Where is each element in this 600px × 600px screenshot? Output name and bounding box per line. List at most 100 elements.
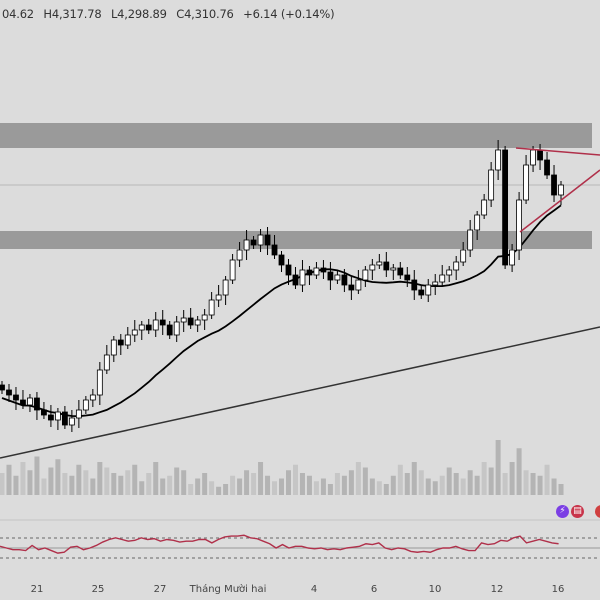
x-axis-label: 27 [153,584,167,595]
candle-up [530,149,536,166]
candle-down [166,324,173,336]
volume-bar [258,462,264,495]
candle-up [439,274,446,283]
volume-bar [69,475,75,495]
candle-up [523,164,529,201]
x-axis-label: 12 [490,584,504,595]
resistance-zone [0,123,592,148]
candle-down [397,267,404,276]
volume-bar [348,470,354,495]
volume-bar [313,481,319,495]
candle-down [404,274,411,281]
candle-up [96,369,103,396]
candle-down [145,324,152,331]
candle-up [194,319,201,326]
candle-down [502,149,509,266]
volume-bar [188,484,194,495]
x-axis-label: 4 [310,584,318,595]
low-value: L4,298.89 [110,7,167,21]
candle-up [376,261,383,266]
volume-bar [446,467,452,495]
triangle-lower-line [519,169,600,233]
oscillator-line [0,534,559,554]
volume-bar [34,456,40,495]
ohlc-readout: 04.62 H4,317.78 L4,298.89 C4,310.76 +6.1… [2,7,340,21]
candle-down [0,384,5,391]
candle-up [558,184,564,196]
volume-bar [181,470,187,495]
volume-bar [104,467,110,495]
volume-bar [425,478,431,495]
volume-bar [418,470,424,495]
candle-down [537,149,543,161]
candle-up [55,411,61,421]
high-value: H4,317.78 [43,7,102,21]
candle-down [418,289,425,296]
moving-average-line [1,204,562,418]
candle-down [320,267,327,273]
candle-down [250,239,257,246]
candle-down [187,317,194,326]
lightning-icon[interactable]: ⚡ [556,505,569,518]
volume-bar [376,481,382,495]
x-axis-label: 16 [551,584,565,595]
alert-icon[interactable] [595,505,600,518]
volume-bar [41,478,47,495]
candle-down [271,244,278,256]
candle-up [236,249,243,261]
volume-bar [516,448,522,495]
x-axis-label: Tháng Mười hai [189,584,267,595]
candle-up [425,284,432,296]
volume-bar [6,464,12,495]
candle-up [103,354,110,371]
candle-up [369,264,376,271]
candle-up [313,267,320,276]
candle-up [362,269,369,281]
volume-bar [292,464,298,495]
candle-up [355,279,362,291]
candle-up [474,214,481,231]
candle-down [285,264,292,276]
candle-up [138,324,145,331]
candle-down [411,279,418,291]
volume-bar [174,467,180,495]
candle-up [460,249,467,263]
candle-up [229,259,236,281]
change-value: +6.14 (+0.14%) [243,7,335,21]
x-axis-label: 10 [428,584,442,595]
candle-up [495,149,502,171]
volume-bar [502,473,508,495]
volume-bar [299,473,305,495]
volume-bar [530,473,536,495]
candle-up [82,399,89,411]
volume-bar [467,470,473,495]
candle-down [61,411,68,426]
candle-up [201,314,208,321]
volume-bar [341,475,347,495]
volume-bar [383,484,389,495]
volume-bar [544,464,550,495]
candle-up [152,319,159,331]
volume-bar [432,481,438,495]
candle-up [131,329,138,336]
volume-bar [272,481,278,495]
open-value: 04.62 [2,7,34,21]
candle-down [327,271,334,281]
volume-bar [320,478,326,495]
candle-up [390,267,397,271]
volume-bar [118,475,124,495]
volume-bar [355,462,361,495]
candle-up [432,281,439,286]
candle-up [446,269,453,276]
volume-bar [334,473,340,495]
volume-bar [90,478,96,495]
volume-bar [230,475,236,495]
candle-up [208,299,215,316]
us-flag-icon[interactable]: ▤ [571,505,584,518]
volume-bar [460,478,466,495]
volume-bar [209,481,215,495]
x-axis-label: 21 [30,584,44,595]
candle-up [173,321,180,336]
volume-bar [551,478,557,495]
